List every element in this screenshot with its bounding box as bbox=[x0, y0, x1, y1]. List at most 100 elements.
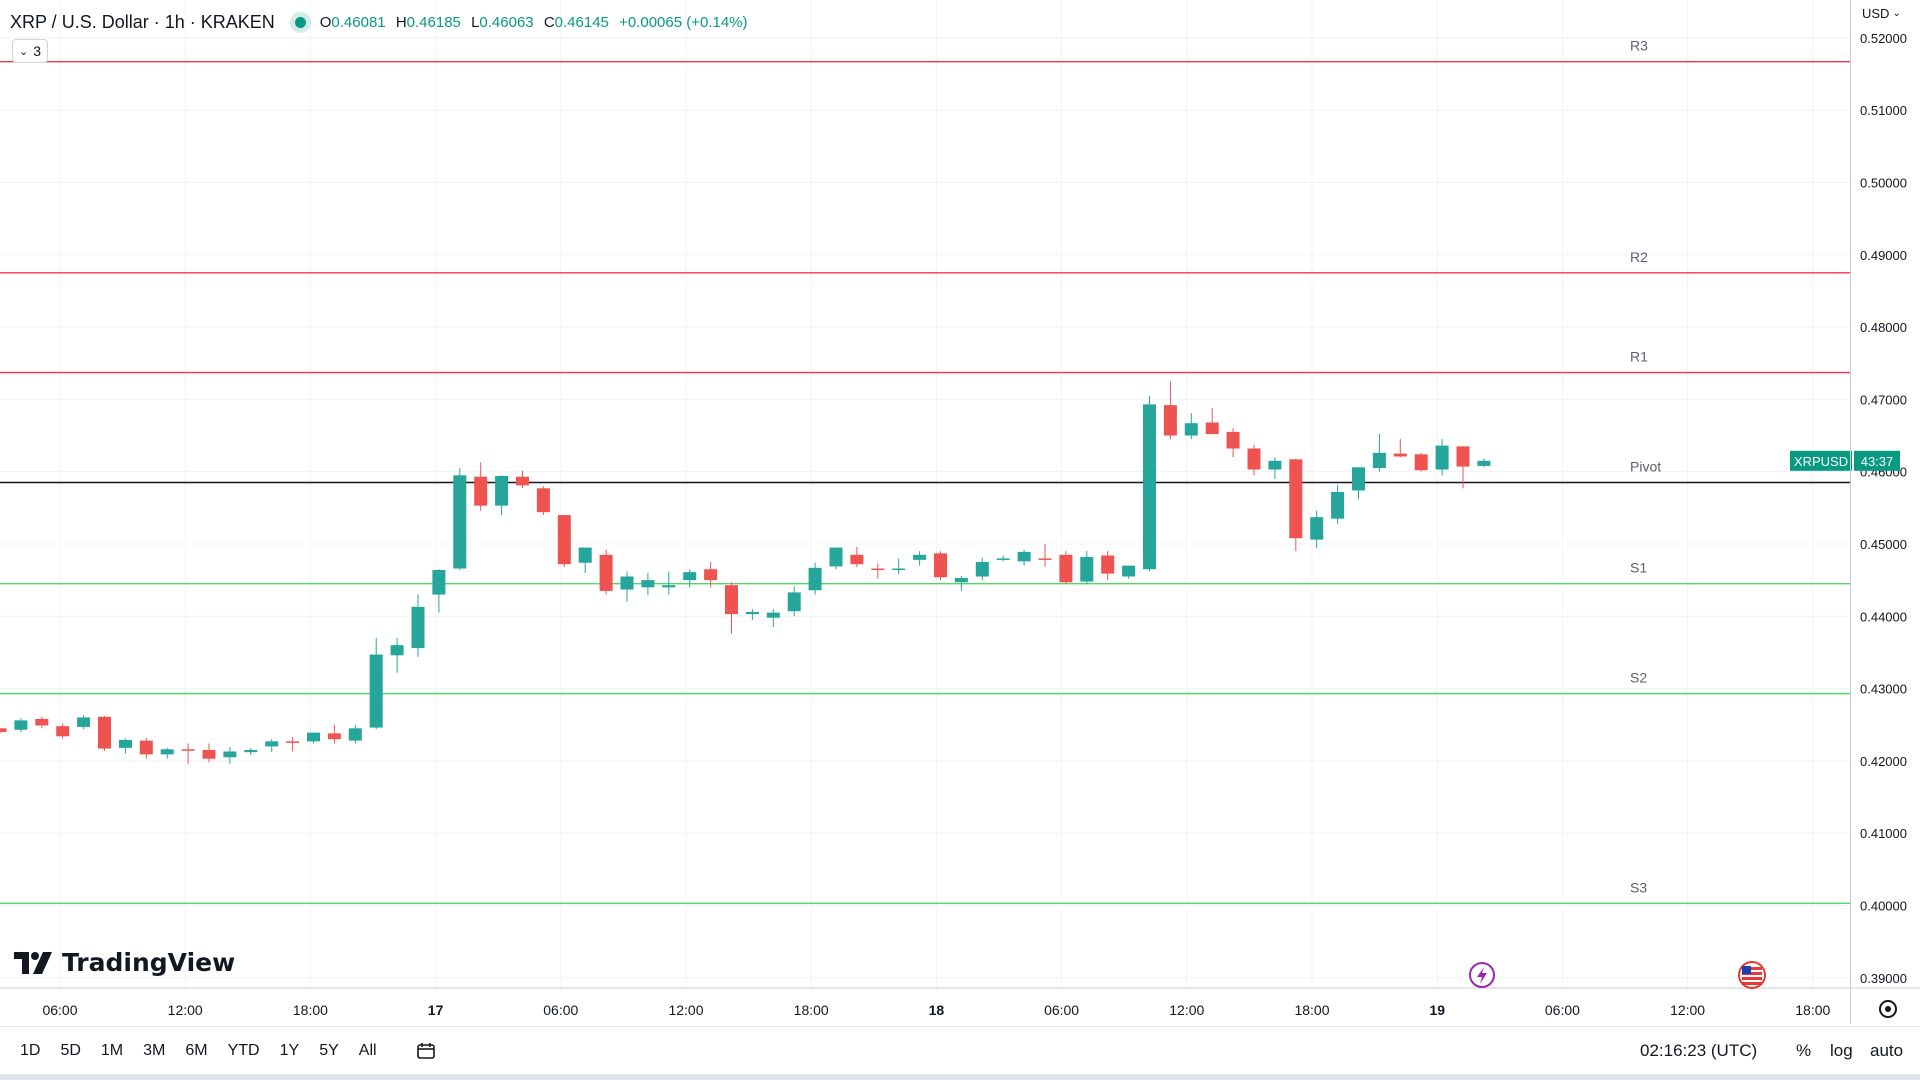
candle-body bbox=[474, 476, 488, 506]
time-tick-label: 12:00 bbox=[168, 1002, 203, 1018]
timeframe-ytd[interactable]: YTD bbox=[227, 1042, 260, 1059]
time-tick-label: 12:00 bbox=[1670, 1002, 1705, 1018]
timeframe-6m[interactable]: 6M bbox=[185, 1042, 208, 1059]
candle bbox=[181, 743, 195, 764]
candle-body bbox=[369, 654, 383, 728]
lightning-event-icon[interactable] bbox=[1469, 962, 1495, 988]
candle bbox=[913, 551, 927, 566]
tradingview-logo-icon bbox=[14, 951, 52, 974]
price-tick-label: 0.50000 bbox=[1860, 175, 1907, 190]
timeframe-1d[interactable]: 1D bbox=[20, 1042, 41, 1059]
candle-body bbox=[516, 476, 529, 486]
candle-body bbox=[1331, 491, 1345, 519]
candle bbox=[578, 547, 592, 573]
candle-body bbox=[14, 720, 28, 730]
candle-body bbox=[829, 547, 843, 567]
candle bbox=[202, 743, 216, 763]
candle bbox=[850, 546, 864, 568]
time-tick-label: 06:00 bbox=[1545, 1002, 1580, 1018]
candle-body bbox=[913, 554, 927, 560]
symbol-title[interactable]: XRP / U.S. Dollar · 1h · KRAKEN bbox=[10, 11, 275, 32]
tradingview-logo[interactable]: TradingView bbox=[14, 948, 235, 977]
candle bbox=[1059, 551, 1073, 585]
candle bbox=[620, 571, 634, 602]
currency-selector[interactable]: USD ⌄ bbox=[1862, 6, 1901, 21]
candle bbox=[1289, 458, 1303, 552]
candle-body bbox=[0, 728, 7, 732]
candle-body bbox=[1310, 517, 1324, 540]
candle-body bbox=[704, 569, 718, 581]
indicators-toggle-button[interactable]: ⌄ 3 bbox=[12, 39, 49, 63]
candle-body bbox=[892, 568, 906, 571]
candle bbox=[369, 637, 383, 730]
price-tick-label: 0.42000 bbox=[1860, 754, 1907, 769]
candle bbox=[1477, 458, 1491, 468]
percent-toggle[interactable]: % bbox=[1796, 1041, 1812, 1060]
timeframe-3m[interactable]: 3M bbox=[143, 1042, 166, 1059]
candle bbox=[1310, 510, 1324, 549]
candle-body bbox=[1017, 551, 1031, 562]
candle-body bbox=[1101, 555, 1115, 574]
candle bbox=[871, 563, 885, 579]
last-price-tag: XRPUSD 43:37 bbox=[1790, 450, 1900, 471]
level-label-r3: R3 bbox=[1630, 38, 1648, 54]
price-tag-countdown-bg bbox=[1854, 450, 1900, 471]
candle bbox=[453, 468, 467, 570]
log-toggle[interactable]: log bbox=[1830, 1041, 1853, 1060]
candle bbox=[1247, 444, 1261, 476]
timeframe-all[interactable]: All bbox=[358, 1042, 377, 1059]
candle-body bbox=[77, 717, 91, 727]
settings-gear-icon[interactable] bbox=[1879, 1000, 1897, 1018]
candle-body bbox=[871, 568, 885, 571]
candle-body bbox=[641, 580, 655, 588]
candle bbox=[1101, 551, 1115, 581]
candle bbox=[327, 724, 341, 744]
change-value: +0.00065 (+0.14%) bbox=[619, 13, 748, 31]
utc-clock[interactable]: 02:16:23 (UTC) bbox=[1640, 1041, 1758, 1060]
indicator-count: 3 bbox=[33, 43, 42, 59]
close-value: 0.46145 bbox=[554, 13, 609, 31]
timeframe-5d[interactable]: 5D bbox=[60, 1042, 81, 1059]
candle-body bbox=[1268, 460, 1282, 470]
date-range-icon[interactable] bbox=[416, 1042, 437, 1060]
candle bbox=[1414, 452, 1428, 472]
candle-body bbox=[244, 750, 258, 753]
candle bbox=[1226, 428, 1240, 458]
price-tick-label: 0.48000 bbox=[1860, 320, 1907, 335]
candle bbox=[495, 475, 509, 516]
timeframe-1y[interactable]: 1Y bbox=[279, 1042, 300, 1059]
candle bbox=[1435, 439, 1449, 476]
candle-body bbox=[787, 592, 801, 612]
candle-body bbox=[1247, 448, 1261, 470]
candle bbox=[390, 637, 404, 673]
candle bbox=[307, 732, 320, 744]
candle bbox=[536, 486, 550, 516]
timeframe-5y[interactable]: 5Y bbox=[319, 1042, 339, 1059]
timeframe-1m[interactable]: 1M bbox=[100, 1042, 124, 1059]
candle-body bbox=[1226, 431, 1240, 449]
currency-label: USD bbox=[1862, 6, 1890, 21]
candle-body bbox=[327, 733, 341, 740]
chart-grid bbox=[0, 0, 1920, 989]
auto-toggle[interactable]: auto bbox=[1870, 1041, 1904, 1060]
candle bbox=[1038, 543, 1052, 568]
low-value: 0.46063 bbox=[479, 13, 534, 31]
candle-body bbox=[286, 741, 300, 743]
candle-body bbox=[223, 751, 237, 758]
candle bbox=[934, 551, 947, 581]
candle bbox=[1017, 549, 1031, 566]
candle-body bbox=[975, 562, 989, 577]
logo-text: TradingView bbox=[62, 948, 236, 977]
time-tick-label: 19 bbox=[1429, 1002, 1445, 1018]
candle bbox=[348, 724, 362, 744]
candle-body bbox=[1456, 446, 1470, 467]
candle bbox=[1393, 439, 1407, 458]
candle-body bbox=[557, 515, 571, 565]
candle-body bbox=[934, 553, 947, 578]
us-flag-event-icon[interactable] bbox=[1738, 961, 1766, 989]
time-tick-label: 06:00 bbox=[543, 1002, 578, 1018]
candle-body bbox=[620, 576, 634, 590]
candle bbox=[975, 557, 989, 581]
candle bbox=[1163, 381, 1177, 440]
